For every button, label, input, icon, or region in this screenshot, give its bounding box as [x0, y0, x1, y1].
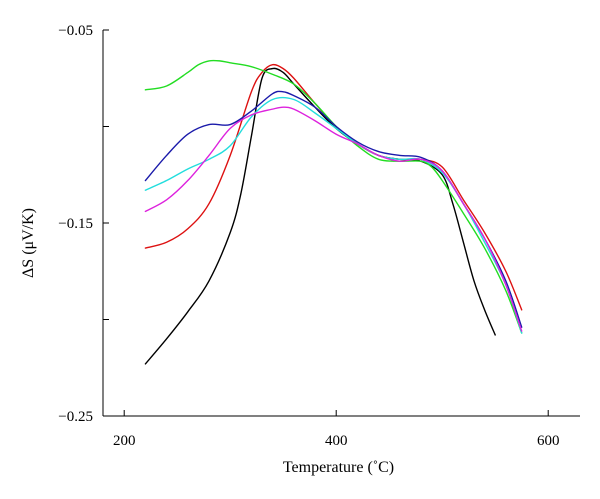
series-lines: [144, 59, 523, 365]
series-line-1: [144, 67, 496, 365]
y-tick-label: −0.25: [58, 409, 93, 425]
y-axis-title: ΔS (μV/K): [20, 208, 37, 278]
y-axis-ticks: −0.05 −0.15 −0.25: [58, 23, 109, 425]
x-axis-ticks: 200 400 600: [113, 410, 560, 449]
x-tick-label: 400: [325, 433, 348, 449]
y-tick-label: −0.15: [58, 216, 93, 232]
y-tick-label: −0.05: [58, 23, 93, 39]
x-axis-title: Temperature (˚C): [283, 459, 394, 476]
series-line-6: [144, 106, 523, 332]
axes: 200 400 600 −0.05 −0.15 −0.25: [58, 23, 580, 449]
series-line-3: [144, 59, 523, 334]
x-tick-label: 200: [113, 433, 136, 449]
series-line-2: [144, 63, 523, 311]
x-tick-label: 600: [537, 433, 560, 449]
